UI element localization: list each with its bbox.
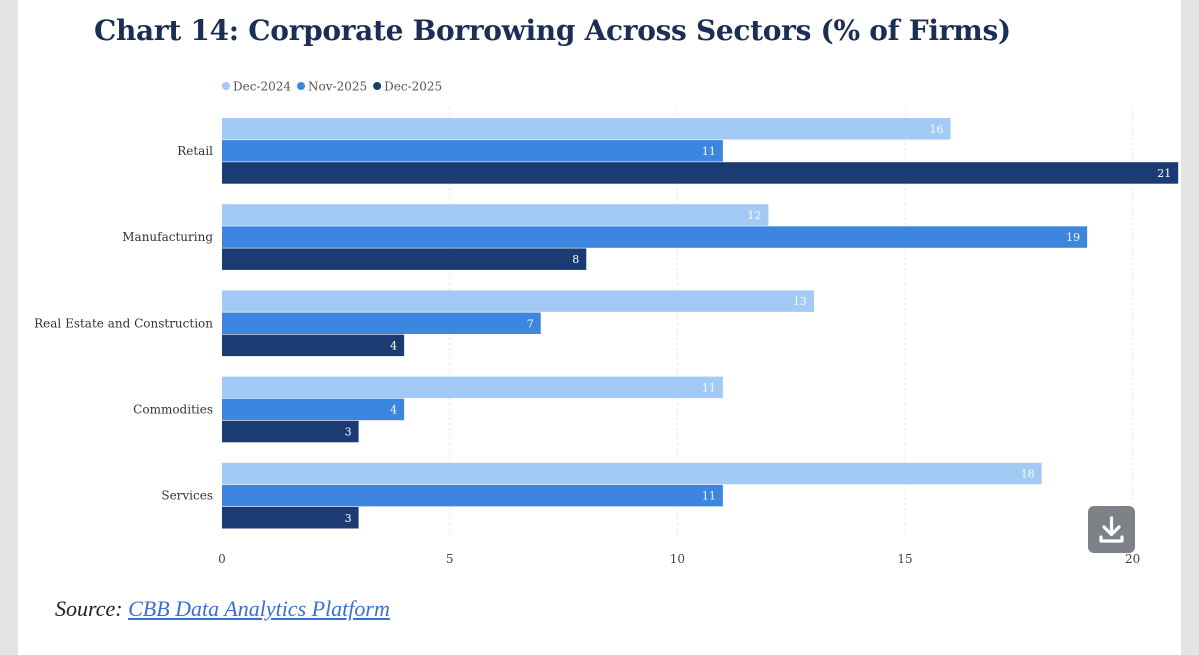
data-label: 8 <box>572 253 579 266</box>
source-link[interactable]: CBB Data Analytics Platform <box>128 596 390 621</box>
bar <box>222 420 359 443</box>
category-label: Services <box>161 489 213 503</box>
chart-card: Chart 14: Corporate Borrowing Across Sec… <box>18 0 1181 655</box>
data-label: 18 <box>1021 468 1035 481</box>
x-tick-label: 0 <box>218 552 226 566</box>
x-tick-label: 5 <box>446 552 454 566</box>
bar <box>222 248 587 270</box>
legend-marker <box>297 82 306 90</box>
category-label: Manufacturing <box>122 230 213 244</box>
data-label: 11 <box>702 490 716 503</box>
x-tick-label: 10 <box>670 552 685 566</box>
bar <box>222 290 814 312</box>
bar <box>222 312 541 334</box>
data-label: 12 <box>747 209 761 222</box>
legend-marker <box>222 82 230 90</box>
data-label: 3 <box>345 512 352 525</box>
legend-label: Dec-2025 <box>384 80 442 94</box>
data-label: 13 <box>793 295 807 308</box>
data-label: 19 <box>1066 231 1080 244</box>
bar <box>222 462 1042 485</box>
bar <box>222 204 769 226</box>
bar <box>222 140 723 162</box>
bar <box>222 376 723 399</box>
legend-marker <box>373 82 382 90</box>
bar <box>222 484 723 507</box>
category-label: Retail <box>177 144 213 158</box>
download-button[interactable] <box>1088 506 1135 553</box>
download-icon <box>1099 516 1124 543</box>
bar <box>222 162 1179 184</box>
bar <box>222 226 1088 248</box>
category-label: Commodities <box>133 402 213 416</box>
x-tick-label: 15 <box>897 552 912 566</box>
data-label: 4 <box>390 403 397 416</box>
legend-label: Nov-2025 <box>308 80 367 94</box>
x-tick-label: 20 <box>1125 552 1140 566</box>
data-label: 4 <box>390 339 397 352</box>
legend-label: Dec-2024 <box>233 80 291 94</box>
bar <box>222 334 405 357</box>
bar <box>222 507 359 529</box>
data-label: 7 <box>527 317 534 330</box>
bar <box>222 118 951 140</box>
data-label: 16 <box>930 123 944 136</box>
chart-title: Chart 14: Corporate Borrowing Across Sec… <box>94 14 1011 47</box>
source-prefix: Source: <box>55 596 123 621</box>
category-label: Real Estate and Construction <box>34 316 213 330</box>
data-label: 3 <box>345 426 352 439</box>
data-label: 21 <box>1157 167 1171 180</box>
source-line: Source: CBB Data Analytics Platform <box>55 596 390 622</box>
bar <box>222 398 405 421</box>
data-label: 11 <box>702 381 716 394</box>
data-label: 11 <box>702 145 716 158</box>
bar-chart: Dec-2024 Nov-2025 Dec-2025 Retail 16 11 21 Manu… <box>34 80 1179 566</box>
